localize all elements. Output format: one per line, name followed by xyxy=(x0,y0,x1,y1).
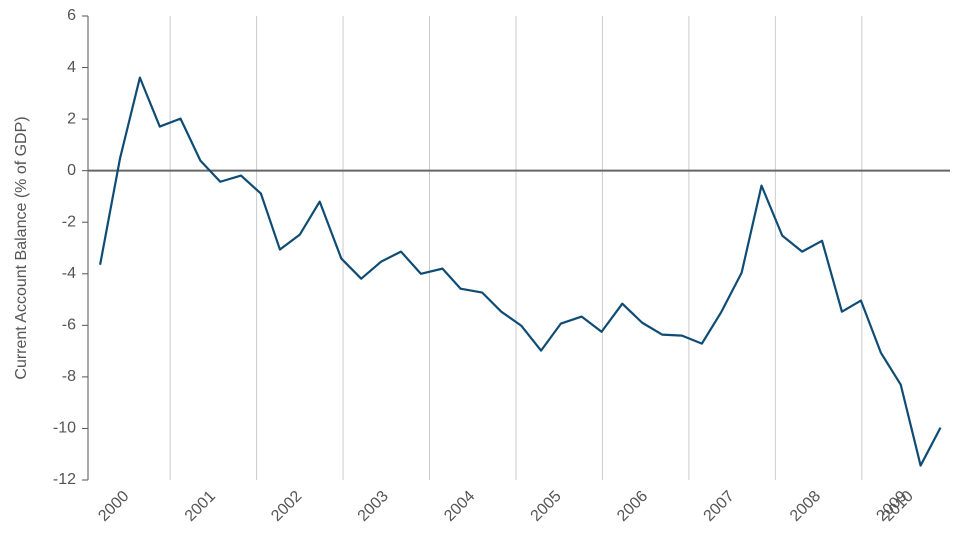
y-tick-label: -6 xyxy=(62,317,76,334)
y-tick-label: 0 xyxy=(67,162,76,179)
data-line xyxy=(99,76,942,467)
x-tick-label: 2007 xyxy=(701,488,738,525)
y-axis-label: Current Account Balance (% of GDP) xyxy=(13,116,30,379)
x-tick-label: 2001 xyxy=(182,488,219,525)
y-tick-label: -12 xyxy=(53,471,76,488)
x-tick-label: 2003 xyxy=(355,488,392,525)
y-tick-label: 4 xyxy=(67,59,76,76)
x-tick-label: 2004 xyxy=(441,488,478,525)
x-tick-label: 2002 xyxy=(268,488,305,525)
y-tick-label: 2 xyxy=(67,110,76,127)
y-tick-label: -2 xyxy=(62,213,76,230)
x-tick-label: 2010 xyxy=(880,488,917,525)
x-tick-label: 2006 xyxy=(614,488,651,525)
x-tick-label: 2008 xyxy=(787,488,824,525)
x-tick-label: 2000 xyxy=(95,488,132,525)
y-tick-label: 6 xyxy=(67,7,76,24)
y-tick-label: -8 xyxy=(62,368,76,385)
y-tick-label: -10 xyxy=(53,420,76,437)
x-tick-label: 2005 xyxy=(528,488,565,525)
y-tick-label: -4 xyxy=(62,265,76,282)
